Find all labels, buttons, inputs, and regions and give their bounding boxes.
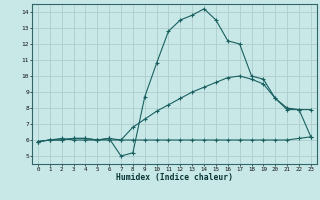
X-axis label: Humidex (Indice chaleur): Humidex (Indice chaleur) xyxy=(116,173,233,182)
